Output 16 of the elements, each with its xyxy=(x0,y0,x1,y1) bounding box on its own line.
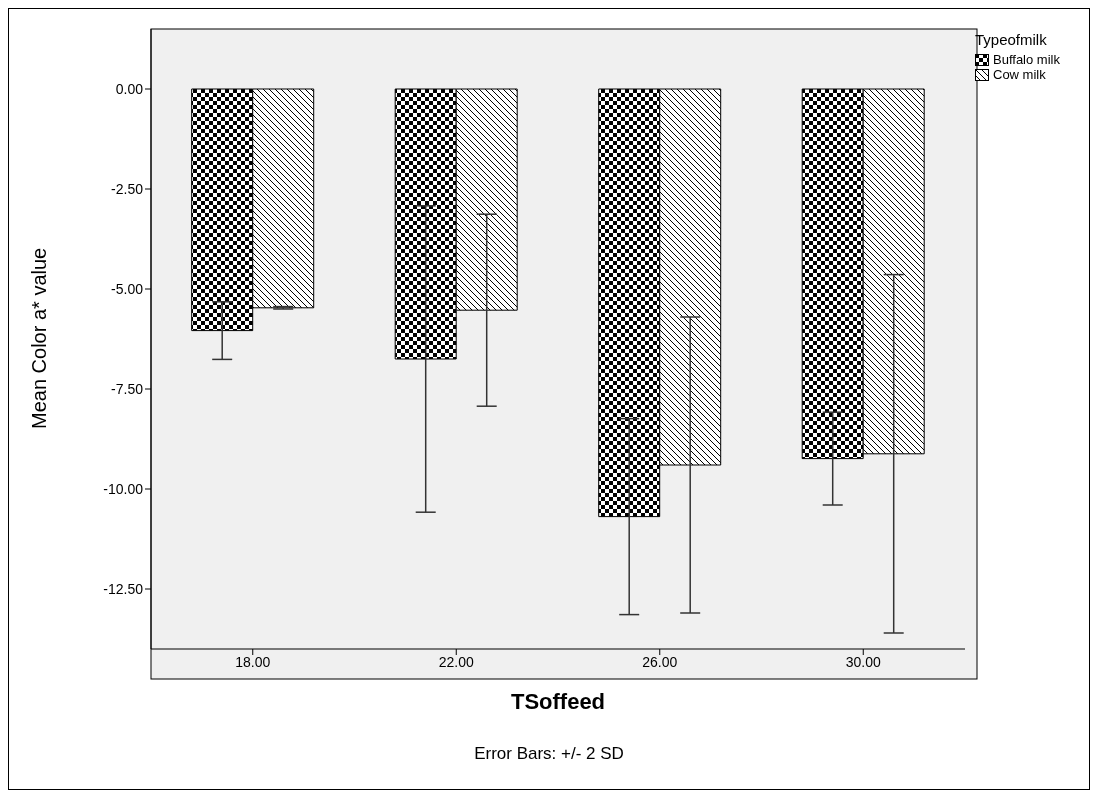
y-axis-title: Mean Color a* value xyxy=(28,247,51,429)
y-tick-label: -7.50 xyxy=(111,380,144,397)
legend-label: Buffalo milk xyxy=(993,52,1060,67)
y-tick-label: 0.00 xyxy=(115,80,144,97)
y-tick-label: -12.50 xyxy=(103,580,144,597)
y-tick-label: -2.50 xyxy=(111,180,144,197)
legend-label: Cow milk xyxy=(993,67,1046,82)
x-tick-label: 18.00 xyxy=(235,653,271,670)
legend-title: Typeofmilk xyxy=(975,31,1048,48)
y-tick-label: -5.00 xyxy=(111,280,144,297)
text: Error Bars: +/- 2 SD xyxy=(473,744,625,764)
x-axis-title: TSoffeed xyxy=(510,689,606,714)
x-tick-label: 26.00 xyxy=(642,653,678,670)
y-tick-label: -10.00 xyxy=(103,480,144,497)
x-tick-label: 30.00 xyxy=(845,653,881,670)
x-tick-label: 22.00 xyxy=(438,653,474,670)
